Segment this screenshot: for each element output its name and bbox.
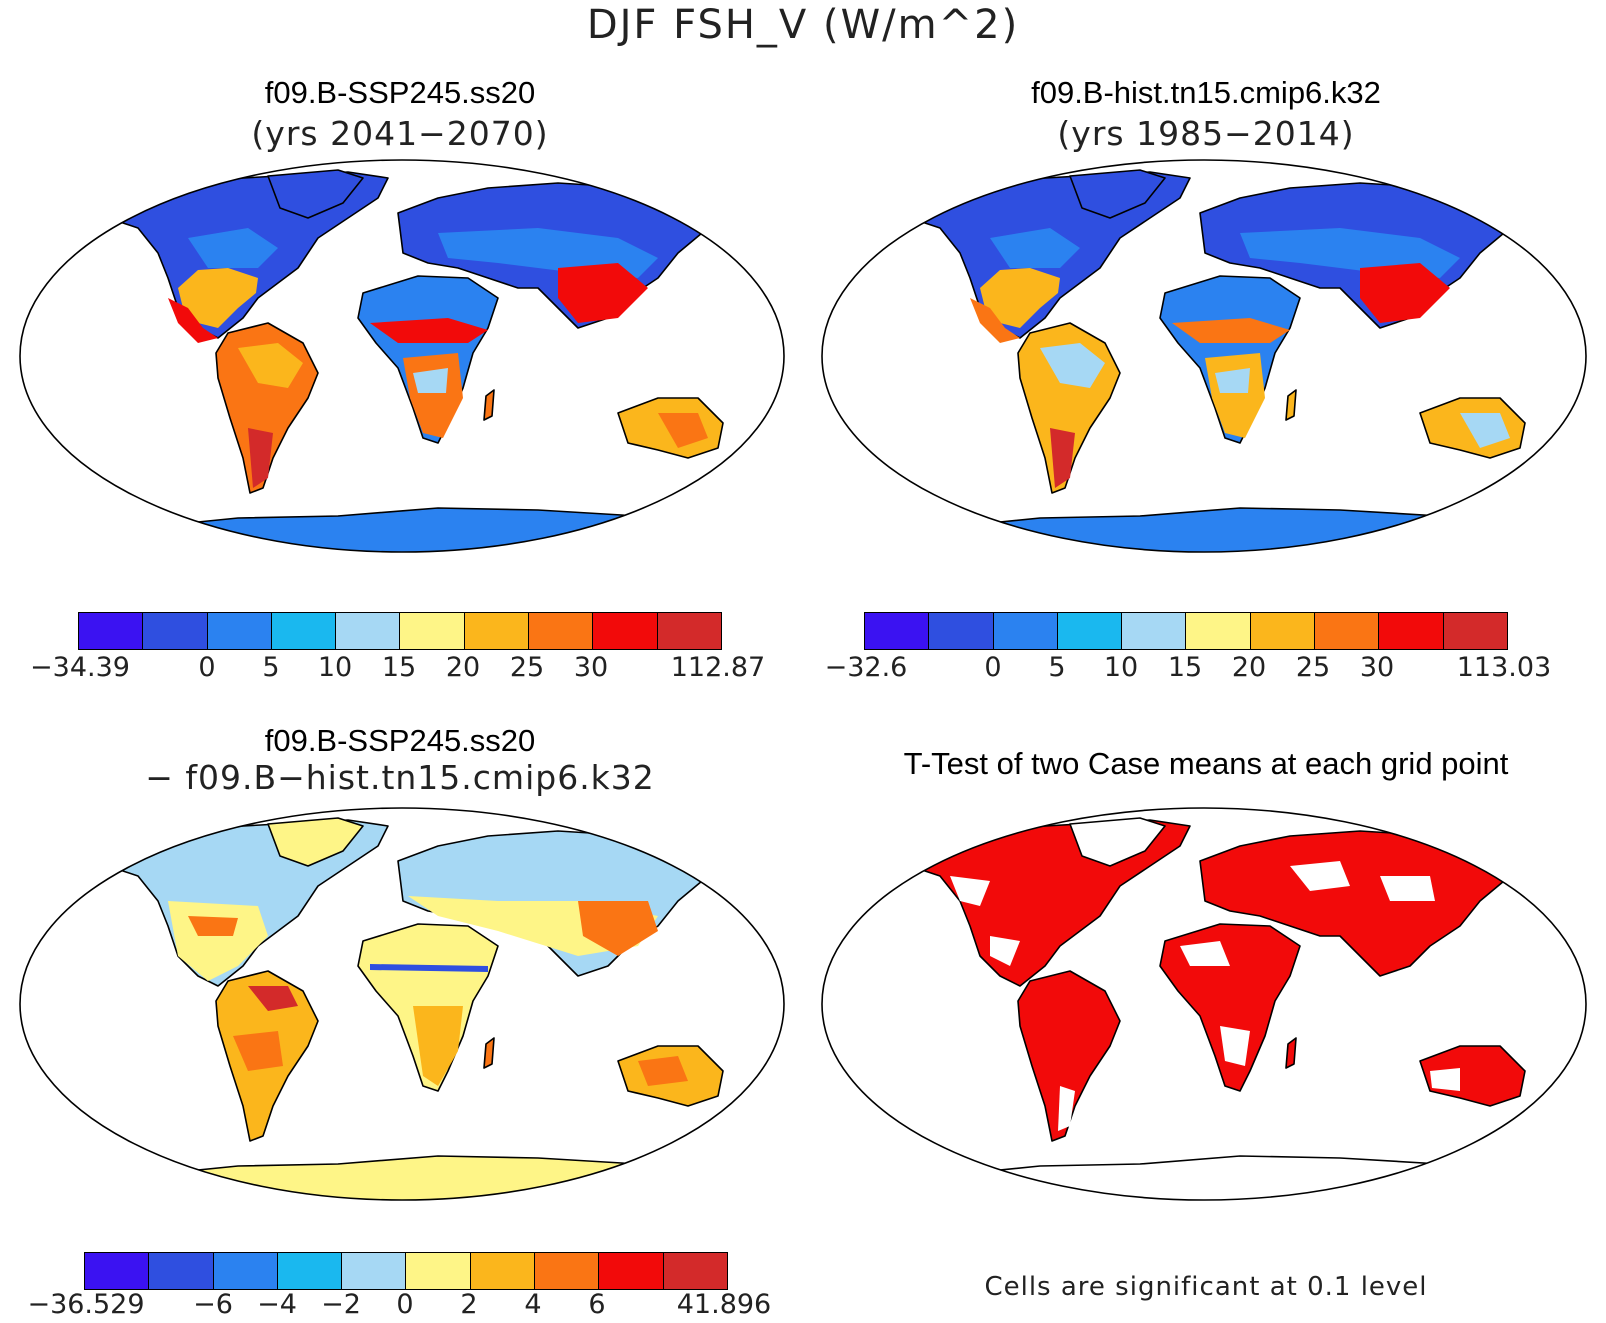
colorbar-tick: 30 <box>1359 652 1395 683</box>
colorbar-tick: 20 <box>445 652 481 683</box>
colorbar-tick: 5 <box>262 652 280 683</box>
colorbar-swatch <box>529 613 594 649</box>
colorbar-swatch <box>599 1253 664 1289</box>
colorbar-swatch <box>85 1253 150 1289</box>
colorbar-swatch <box>213 1253 278 1289</box>
colorbar-tick: 112.87 <box>670 652 766 683</box>
colorbar-tick: 4 <box>524 1289 542 1320</box>
colorbar-swatch <box>993 613 1058 649</box>
colorbar-swatch <box>1122 613 1187 649</box>
panel3-title: f09.B-SSP245.ss20 <box>264 723 536 758</box>
colorbar-swatch <box>406 1253 471 1289</box>
panel2-title: f09.B-hist.tn15.cmip6.k32 <box>1031 75 1381 110</box>
colorbar-swatch <box>336 613 401 649</box>
colorbar-tick: 41.896 <box>676 1289 772 1320</box>
colorbar-tick: 25 <box>509 652 545 683</box>
panel4-map <box>821 807 1587 1201</box>
panel3-colorbar <box>84 1252 728 1290</box>
colorbar-swatch <box>149 1253 214 1289</box>
colorbar-tick: 30 <box>573 652 609 683</box>
colorbar-tick: 2 <box>460 1289 478 1320</box>
colorbar-tick: −32.6 <box>824 652 908 683</box>
figure-title: DJF FSH_V (W/m^2) <box>586 2 1020 48</box>
colorbar-tick: −34.39 <box>30 652 130 683</box>
colorbar-swatch <box>865 613 930 649</box>
panel4-title: T-Test of two Case means at each grid po… <box>903 746 1509 781</box>
colorbar-tick: −2 <box>321 1289 361 1320</box>
colorbar-swatch <box>470 1253 536 1289</box>
colorbar-swatch <box>663 1253 727 1289</box>
colorbar-tick: 5 <box>1048 652 1066 683</box>
significance-note: Cells are significant at 0.1 level <box>984 1272 1428 1302</box>
greenland <box>267 169 364 219</box>
colorbar-tick: 0 <box>984 652 1002 683</box>
colorbar-tick: −36.529 <box>27 1289 145 1320</box>
colorbar-swatch <box>277 1253 343 1289</box>
panel1-colorbar <box>78 612 722 650</box>
colorbar-swatch <box>342 1253 407 1289</box>
colorbar-tick: 20 <box>1231 652 1267 683</box>
panel2-colorbar <box>864 612 1508 650</box>
colorbar-swatch <box>1250 613 1316 649</box>
colorbar-swatch <box>271 613 337 649</box>
colorbar-swatch <box>1443 613 1507 649</box>
colorbar-tick: −6 <box>193 1289 233 1320</box>
colorbar-swatch <box>1315 613 1380 649</box>
panel3-subtitle: − f09.B−hist.tn15.cmip6.k32 <box>145 758 655 797</box>
colorbar-swatch <box>143 613 208 649</box>
antarctica <box>20 507 784 552</box>
colorbar-swatch <box>207 613 272 649</box>
panel3-map <box>19 807 785 1201</box>
colorbar-tick: 15 <box>381 652 417 683</box>
colorbar-swatch <box>657 613 721 649</box>
colorbar-swatch <box>79 613 144 649</box>
colorbar-swatch <box>464 613 530 649</box>
colorbar-swatch <box>400 613 465 649</box>
colorbar-swatch <box>1186 613 1251 649</box>
panel2-map <box>821 159 1587 553</box>
colorbar-tick: 113.03 <box>1456 652 1552 683</box>
colorbar-tick: 15 <box>1167 652 1203 683</box>
colorbar-swatch <box>1379 613 1444 649</box>
colorbar-swatch <box>593 613 658 649</box>
colorbar-swatch <box>1057 613 1123 649</box>
colorbar-swatch <box>535 1253 600 1289</box>
panel2-subtitle: (yrs 1985−2014) <box>1057 114 1355 153</box>
panel1-map <box>19 159 785 553</box>
colorbar-tick: 10 <box>317 652 353 683</box>
panel1-subtitle: (yrs 2041−2070) <box>251 114 549 153</box>
colorbar-tick: 6 <box>588 1289 606 1320</box>
panel1-title: f09.B-SSP245.ss20 <box>264 75 536 110</box>
colorbar-tick: −4 <box>257 1289 297 1320</box>
colorbar-tick: 25 <box>1295 652 1331 683</box>
colorbar-tick: 10 <box>1103 652 1139 683</box>
colorbar-swatch <box>929 613 994 649</box>
colorbar-tick: 0 <box>396 1289 414 1320</box>
colorbar-tick: 0 <box>198 652 216 683</box>
